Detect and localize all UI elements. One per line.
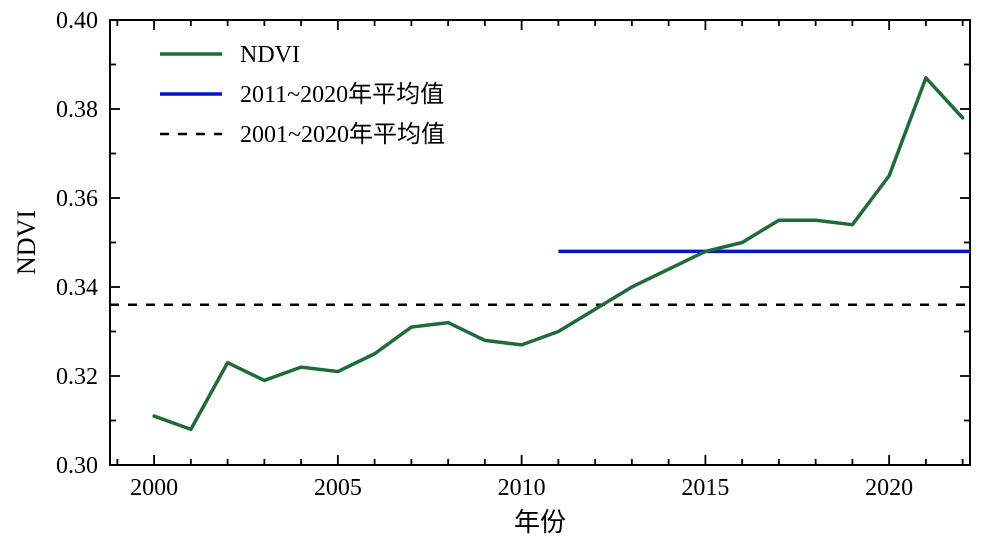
y-tick-label: 0.36 [56, 186, 98, 212]
legend-avg-2011-2020-label: 2011~2020年平均值 [240, 81, 444, 108]
x-axis-title: 年份 [514, 508, 566, 537]
x-tick-label: 2015 [681, 475, 729, 501]
y-axis-title: NDVI [12, 210, 41, 275]
y-tick-label: 0.34 [56, 275, 98, 301]
x-tick-label: 2000 [130, 475, 178, 501]
legend-avg-2001-2020-label: 2001~2020年平均值 [240, 121, 445, 148]
y-tick-label: 0.40 [56, 8, 98, 34]
y-tick-label: 0.30 [56, 453, 98, 479]
y-tick-label: 0.38 [56, 97, 98, 123]
ndvi-chart: 2000 2005 2010 2015 2020 年份 0.30 0.32 0.34 0.36 0.… [0, 0, 1000, 543]
x-tick-label: 2010 [498, 475, 546, 501]
legend-ndvi-label: NDVI [240, 42, 300, 68]
y-tick-label: 0.32 [56, 364, 98, 390]
x-tick-label: 2020 [865, 475, 913, 501]
x-tick-label: 2005 [314, 475, 362, 501]
